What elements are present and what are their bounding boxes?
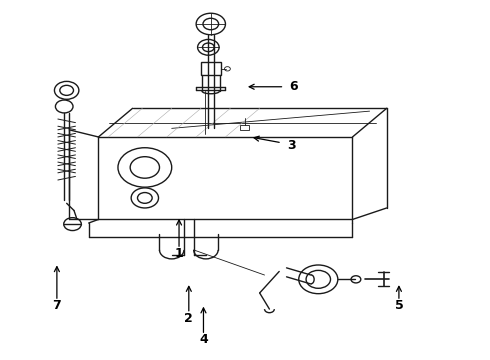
Text: 5: 5	[394, 299, 403, 312]
Text: 3: 3	[287, 139, 296, 152]
Text: 4: 4	[199, 333, 208, 346]
Text: 1: 1	[174, 247, 183, 260]
Text: 6: 6	[290, 80, 298, 93]
Bar	[240, 126, 249, 130]
Text: 2: 2	[184, 311, 193, 325]
Text: 7: 7	[52, 299, 61, 312]
Bar	[201, 62, 220, 75]
